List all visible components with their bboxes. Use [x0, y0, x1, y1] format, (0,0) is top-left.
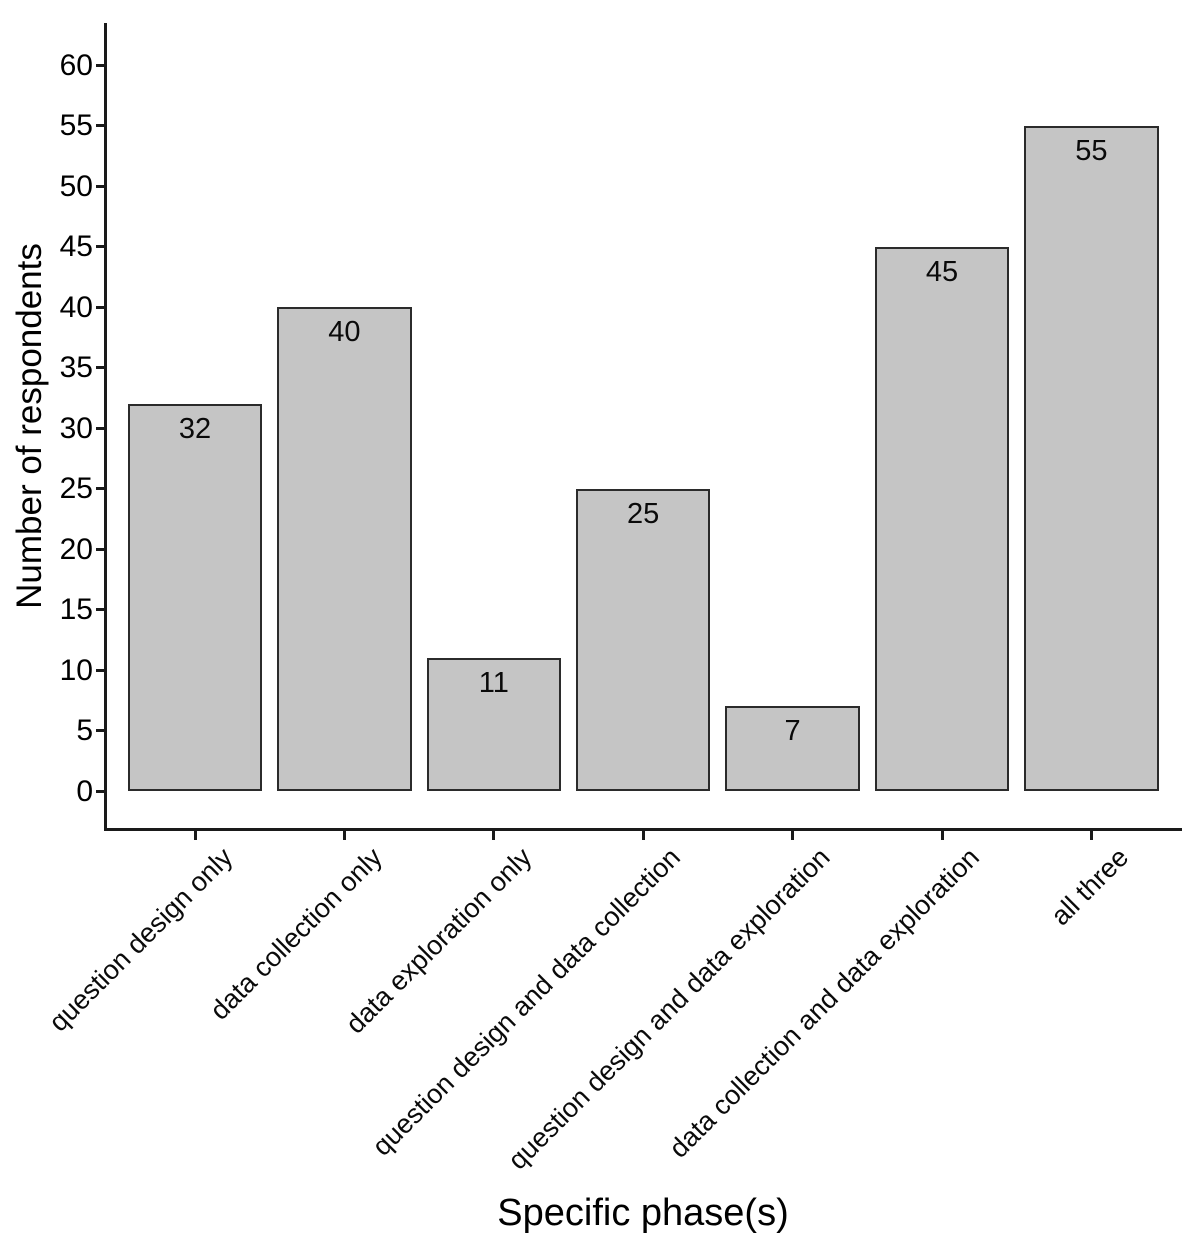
y-axis-tick-label: 55	[59, 109, 93, 142]
bar	[127, 403, 263, 791]
y-axis-tick	[96, 547, 105, 551]
y-axis-tick-label: 35	[59, 351, 93, 384]
y-axis-tick	[96, 487, 105, 490]
bar-value-label: 45	[925, 255, 959, 288]
y-axis-tick	[96, 366, 105, 369]
x-axis-line	[104, 828, 1182, 831]
bar	[1024, 125, 1159, 791]
x-axis-tick	[1089, 831, 1093, 840]
bar-value-label: 32	[178, 412, 212, 445]
y-axis-tick-label: 45	[59, 230, 93, 263]
bar	[575, 488, 711, 791]
bar	[277, 307, 412, 791]
bar-value-label: 25	[627, 497, 660, 530]
y-axis-tick	[96, 63, 105, 67]
y-axis-tick	[96, 124, 105, 127]
y-axis-tick	[96, 426, 105, 430]
y-axis-tick-label: 30	[59, 411, 93, 445]
y-axis-title: Number of respondents	[10, 243, 49, 609]
y-axis-tick-label: 0	[76, 774, 93, 808]
y-axis-tick	[96, 305, 105, 309]
y-axis-tick-label: 25	[59, 472, 93, 505]
y-axis-tick-label: 10	[59, 653, 93, 687]
x-axis-category-label: question design and data collection	[366, 842, 687, 1162]
y-axis-tick	[96, 245, 105, 248]
x-axis-category-label: data collection and data exploration	[663, 842, 986, 1164]
y-axis-tick-label: 60	[59, 48, 93, 82]
y-axis-tick	[96, 789, 105, 793]
y-axis-tick	[96, 608, 105, 611]
x-axis-tick	[641, 831, 645, 840]
x-axis-tick	[791, 831, 795, 840]
y-axis-line	[104, 23, 107, 831]
bar-value-label: 11	[478, 666, 509, 699]
x-axis-category-label: question design and data exploration	[502, 842, 836, 1176]
y-axis-tick	[96, 668, 105, 672]
y-axis-tick	[96, 184, 105, 188]
x-axis-tick	[940, 831, 944, 840]
bar-value-label: 40	[328, 316, 361, 348]
y-axis-tick-label: 40	[59, 290, 93, 324]
y-axis-tick-label: 50	[59, 169, 93, 203]
x-axis-tick	[342, 831, 346, 840]
y-axis-tick-label: 15	[59, 593, 93, 626]
x-axis-title: Specific phase(s)	[497, 1192, 789, 1234]
y-axis-tick	[96, 729, 105, 732]
bar-value-label: 7	[784, 715, 801, 748]
bar	[426, 657, 562, 791]
x-axis-category-label: all three	[1045, 842, 1135, 932]
x-axis-tick	[193, 831, 197, 840]
bar-value-label: 55	[1075, 134, 1108, 167]
bar	[725, 706, 860, 791]
x-axis-tick	[492, 831, 496, 840]
y-axis-tick-label: 20	[59, 532, 93, 566]
bar	[874, 246, 1010, 791]
y-axis-tick-label: 5	[76, 714, 93, 747]
